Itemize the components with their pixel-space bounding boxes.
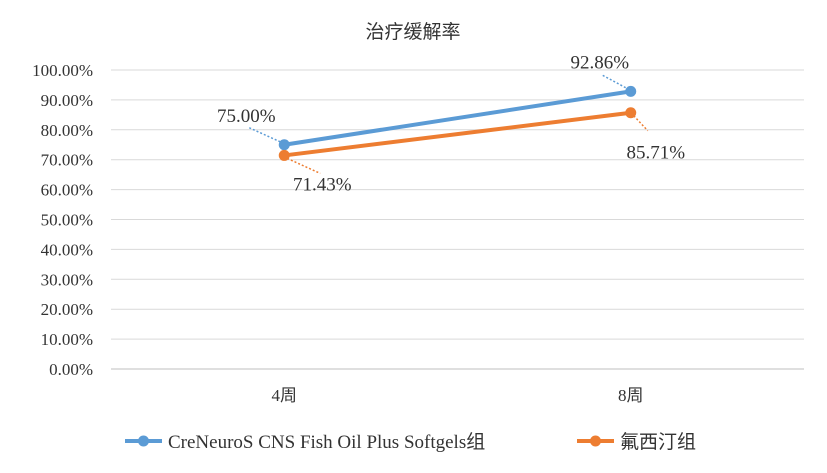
x-tick-label: 8周 — [618, 386, 644, 405]
data-label: 71.43% — [293, 174, 352, 195]
series-lines — [278, 85, 637, 161]
y-tick-label: 100.00% — [32, 61, 93, 80]
data-label: 75.00% — [217, 106, 276, 127]
data-point — [278, 149, 290, 161]
y-tick-label: 70.00% — [41, 151, 93, 170]
y-tick-label: 90.00% — [41, 91, 93, 110]
series-line — [282, 89, 633, 147]
y-tick-label: 20.00% — [41, 300, 93, 319]
y-tick-label: 30.00% — [41, 270, 93, 289]
leader-line — [602, 74, 630, 91]
y-tick-label: 60.00% — [41, 181, 93, 200]
data-labels: 75.00% 92.86% 71.43% 85.71% — [217, 52, 685, 195]
y-tick-label: 80.00% — [41, 121, 93, 140]
y-tick-label: 50.00% — [41, 211, 93, 230]
series-line — [282, 110, 633, 158]
data-point — [278, 139, 290, 151]
chart-title: 治疗缓解率 — [365, 21, 460, 43]
legend-label: 氟西汀组 — [620, 431, 696, 453]
gridlines — [111, 69, 804, 370]
data-point — [625, 85, 637, 97]
leader-line — [633, 115, 649, 132]
legend-marker-point — [138, 435, 149, 447]
y-tick-label: 0.00% — [49, 360, 93, 379]
data-label: 92.86% — [570, 52, 629, 73]
data-point — [625, 107, 637, 119]
legend-marker-point — [590, 435, 601, 447]
x-axis-tick-labels: 4周 8周 — [272, 386, 644, 405]
x-tick-label: 4周 — [272, 386, 298, 405]
data-label: 85.71% — [626, 143, 685, 164]
legend: CreNeuroS CNS Fish Oil Plus Softgels组 氟西汀… — [125, 431, 696, 453]
y-axis-tick-labels: 0.00% 10.00% 20.00% 30.00% 40.00% 50.00% 60.00… — [32, 61, 93, 379]
leader-line — [286, 157, 321, 175]
y-tick-label: 40.00% — [41, 240, 93, 259]
y-tick-label: 10.00% — [41, 330, 93, 349]
legend-label: CreNeuroS CNS Fish Oil Plus Softgels组 — [168, 431, 485, 453]
